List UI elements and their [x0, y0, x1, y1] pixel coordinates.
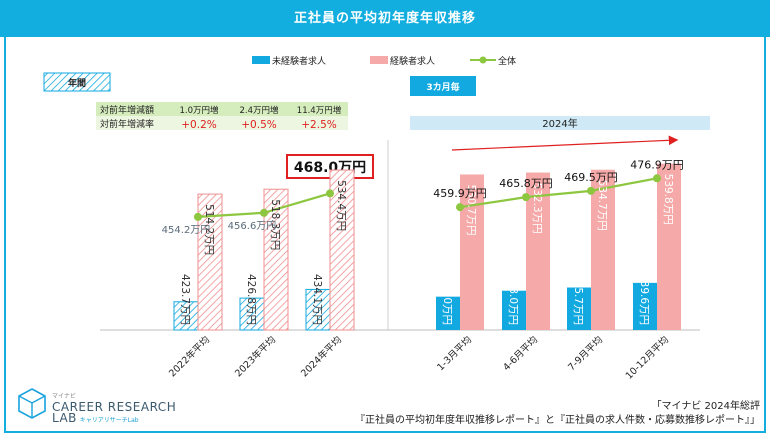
year-banner: 2024年: [542, 117, 577, 130]
bar-experienced-2: [329, 169, 355, 331]
overall-line-layer: [194, 174, 661, 221]
logo-line2: LAB: [52, 411, 77, 425]
overall-label-4: 465.8万円: [499, 177, 553, 190]
overall-point-6: [653, 174, 661, 183]
bar-label-inexperienced-4: 433.0万円: [507, 274, 519, 325]
overall-point-1: [260, 208, 268, 217]
bar-label-experienced-5: 534.7万円: [596, 180, 608, 231]
bar-inexperienced-3: [436, 296, 460, 330]
source-line-1: 「マイナビ 2024年総評: [651, 401, 760, 412]
overall-point-2: [326, 189, 334, 198]
logo-brand: マイナビ: [52, 393, 76, 400]
bar-label-experienced-3: 530.7万円: [465, 184, 477, 235]
category-label-5: 7-9月平均: [566, 334, 606, 374]
bar-label-experienced-1: 518.3万円: [269, 199, 281, 250]
bar-inexperienced-0: [173, 301, 199, 331]
legend: 未経験者求人 経験者求人 全体: [252, 55, 516, 67]
increase-table: 対前年増減額 対前年増減率 1.0万円増 2.4万円増 11.4万円増 +0.2…: [96, 102, 348, 131]
overall-point-0: [194, 212, 202, 221]
legend-swatch-experienced: [370, 56, 388, 64]
logo-text: マイナビ CAREER RESEARCH LAB キャリアリサーチLab: [52, 391, 176, 426]
bar-inexperienced-5: [567, 287, 591, 330]
overall-point-3: [456, 203, 464, 212]
table-row-2-label: 対前年増減率: [100, 118, 154, 130]
page-title: 正社員の平均初年度年収推移: [0, 0, 770, 37]
bar-label-experienced-6: 539.8万円: [662, 174, 674, 225]
bar-inexperienced-2: [305, 288, 331, 331]
table-rate-2022: +0.2%: [181, 119, 216, 131]
bars-layer: [173, 163, 681, 331]
bar-label-experienced-2: 534.4万円: [335, 180, 347, 231]
legend-marker-overall: [479, 56, 487, 64]
bar-label-inexperienced-0: 423.7万円: [179, 274, 191, 325]
table-row-1-label: 対前年増減額: [100, 104, 154, 116]
table-row-1: [96, 102, 348, 116]
bar-label-inexperienced-1: 426.8万円: [245, 274, 257, 325]
bar-inexperienced-1: [239, 297, 265, 331]
table-amount-2022: 1.0万円増: [179, 105, 218, 116]
quarterly-label: 3カ月毎: [426, 81, 459, 93]
bar-label-inexperienced-5: 435.7万円: [572, 274, 584, 325]
bar-label-inexperienced-6: 439.6万円: [638, 274, 650, 325]
quarterly-label-box: [410, 76, 476, 96]
category-label-1: 2023年平均: [232, 334, 278, 380]
category-label-3: 1-3月平均: [435, 334, 475, 374]
overall-label-1: 456.6万円: [228, 221, 277, 232]
bar-label-inexperienced-2: 434.1万円: [311, 274, 323, 325]
bar-experienced-4: [526, 172, 550, 330]
category-label-2: 2024年平均: [298, 334, 344, 380]
legend-label-experienced: 経験者求人: [390, 55, 435, 67]
bar-inexperienced-6: [633, 282, 657, 330]
logo-line1: CAREER RESEARCH: [52, 400, 177, 414]
overall-point-5: [587, 186, 595, 195]
table-amount-2024: 11.4万円増: [297, 105, 341, 116]
annual-label-box: [43, 72, 111, 92]
overall-label-6: 476.9万円: [630, 158, 684, 171]
bar-experienced-5: [591, 169, 615, 330]
legend-label-overall: 全体: [498, 55, 516, 67]
bar-experienced-3: [460, 174, 484, 330]
table-row-2: [96, 116, 348, 130]
category-label-0: 2022年平均: [166, 334, 212, 380]
logo-sub: キャリアリサーチLab: [79, 417, 139, 424]
bar-inexperienced-4: [502, 290, 526, 330]
category-label-4: 4-6月平均: [501, 334, 541, 374]
source-note: 「マイナビ 2024年総評 『正社員の平均初年度年収推移レポート』と『正社員の求…: [355, 400, 760, 428]
table-amount-2023: 2.4万円増: [239, 105, 278, 116]
year-banner-box: [410, 116, 710, 130]
table-rate-2024: +2.5%: [301, 119, 336, 131]
logo-cube-icon: [18, 388, 46, 419]
legend-swatch-inexperienced: [252, 56, 270, 64]
chart-frame: [4, 37, 766, 433]
overall-point-4: [522, 193, 530, 202]
bar-label-inexperienced-3: 428.0万円: [441, 274, 453, 325]
bar-label-experienced-4: 532.3万円: [531, 183, 543, 234]
bar-experienced-6: [657, 163, 681, 330]
category-label-6: 10-12月平均: [623, 334, 671, 382]
annual-label: 年間: [68, 77, 86, 89]
overall-label-5: 469.5万円: [564, 171, 618, 184]
bar-label-experienced-0: 514.2万円: [203, 204, 215, 255]
legend-label-inexperienced: 未経験者求人: [272, 55, 326, 67]
table-rate-2023: +0.5%: [241, 119, 276, 131]
source-line-2: 『正社員の平均初年度年収推移レポート』と『正社員の求人件数・応募数推移レポート』…: [355, 415, 760, 426]
overall-label-0: 454.2万円: [162, 225, 211, 236]
trend-arrow: [451, 135, 679, 151]
overall-line-quarterly: [459, 177, 658, 209]
overall-label-3: 459.9万円: [433, 187, 487, 200]
